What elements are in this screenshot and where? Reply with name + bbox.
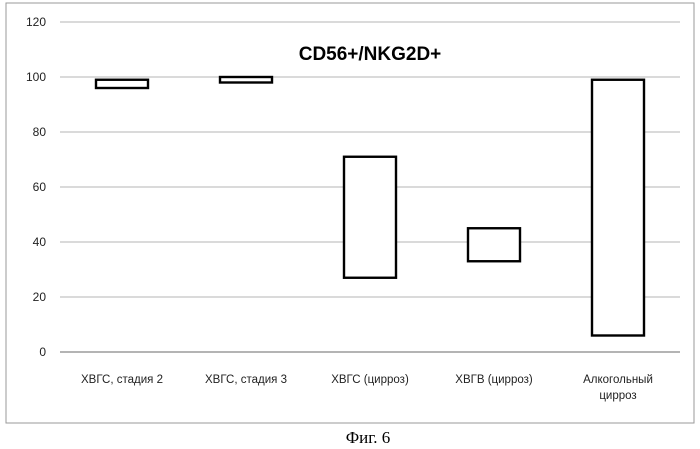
y-tick-label: 0 (39, 345, 46, 359)
y-tick-label: 20 (33, 290, 47, 304)
y-tick-label: 60 (33, 180, 47, 194)
figure-caption: Фиг. 6 (346, 428, 391, 447)
y-tick-label: 80 (33, 125, 47, 139)
y-tick-label: 40 (33, 235, 47, 249)
bar-range (96, 80, 148, 88)
x-category-label: цирроз (599, 390, 636, 402)
y-tick-label: 100 (26, 70, 46, 84)
y-tick-label: 120 (26, 15, 46, 29)
bar-range (592, 80, 644, 336)
bar-range (220, 77, 272, 83)
x-category-label: ХВГС (цирроз) (331, 374, 409, 386)
chart-title: CD56+/NKG2D+ (299, 44, 442, 65)
x-category-label: Алкогольный (583, 374, 653, 386)
bar-range (344, 157, 396, 278)
x-category-label: ХВГВ (цирроз) (455, 374, 533, 386)
bar-range (468, 228, 520, 261)
x-category-label: ХВГС, стадия 2 (81, 374, 163, 386)
x-category-label: ХВГС, стадия 3 (205, 374, 287, 386)
